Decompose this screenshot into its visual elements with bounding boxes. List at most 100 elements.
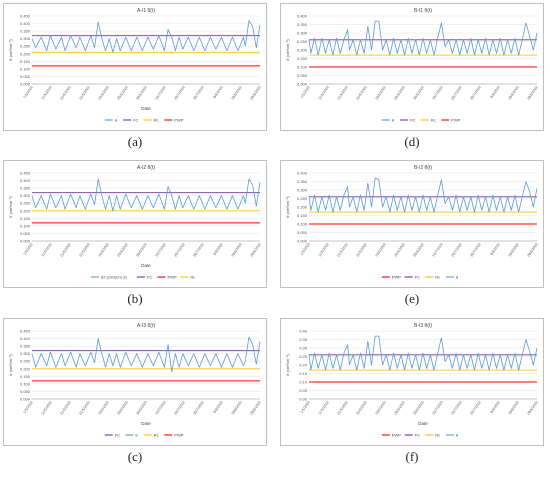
x-tick-label: 20/7/2022 [450, 242, 462, 257]
legend-entry: Rc [435, 274, 440, 279]
x-tick-label: 1/5/2022 [300, 242, 311, 256]
legend-entry: Rc [190, 274, 195, 279]
x-axis-label: Date [141, 263, 151, 268]
x-tick-label: 10/7/2022 [154, 400, 166, 415]
y-tick-label: 0.350 [297, 22, 308, 27]
x-tick-label: 10/6/2022 [374, 85, 386, 100]
y-tick-label: 0.30 [299, 346, 308, 351]
x-tick-label: 20/6/2022 [393, 242, 405, 257]
x-tick-label: 10/6/2022 [97, 85, 109, 100]
legend-entry: FC [147, 274, 152, 279]
y-tick-label: 0.100 [297, 65, 308, 70]
legend-entry: θ [456, 432, 459, 437]
y-tick-label: 0.200 [20, 366, 31, 371]
x-tick-label: 31/5/2022 [355, 85, 367, 100]
x-tick-label: 1/5/2022 [300, 85, 311, 99]
chart-panel-c: A-I3 θ(t) 0.000 0.050 0.100 0.150 0.200 0.250 0… [3, 318, 267, 446]
theta-series-line [308, 177, 538, 213]
x-tick-label: 31/5/2022 [355, 242, 367, 257]
y-tick-label: 0.150 [297, 56, 308, 61]
theta-series-line [31, 336, 261, 373]
chart-panel-e: B-I2 θ(t) 0.000 0.050 0.100 0.150 0.200 0.250 0… [280, 160, 544, 288]
x-tick-label: 10/7/2022 [431, 85, 443, 100]
x-tick-label: 11/5/2022 [318, 242, 330, 257]
x-tick-label: 30/7/2022 [469, 85, 481, 100]
x-tick-label: 19/8/2022 [230, 85, 242, 100]
x-tick-label: 30/7/2022 [469, 400, 481, 415]
legend-entry: θ [456, 274, 459, 279]
x-tick-label: 20/6/2022 [116, 400, 128, 415]
x-tick-label: 1/5/2022 [23, 85, 34, 99]
y-tick-label: 0.250 [20, 359, 31, 364]
y-tick-label: 0.25 [299, 354, 308, 359]
y-tick-label: 0.250 [297, 196, 308, 201]
y-tick-label: 0.400 [20, 178, 31, 183]
x-axis-label: Date [418, 421, 428, 426]
panel-label-c: (c) [127, 449, 143, 464]
x-tick-label: 21/5/2022 [336, 400, 348, 415]
y-tick-label: 0.050 [20, 74, 31, 79]
x-tick-label: 9/8/2022 [213, 242, 224, 256]
x-tick-label: 20/6/2022 [116, 85, 128, 100]
x-tick-label: 20/6/2022 [116, 242, 128, 257]
legend-entry: FC [415, 274, 420, 279]
x-tick-label: 11/5/2022 [318, 85, 330, 100]
y-tick-label: 0.200 [20, 51, 31, 56]
legend-entry: FC [133, 117, 138, 122]
y-tick-label: 0.000 [20, 397, 31, 402]
x-tick-label: 20/6/2022 [393, 85, 405, 100]
chart-c-svg: A-I3 θ(t) 0.000 0.050 0.100 0.150 0.200 0.250 0… [8, 323, 262, 437]
legend-entry: PWP [174, 432, 183, 437]
y-tick-label: 0.250 [20, 201, 31, 206]
x-tick-label: 19/8/2022 [507, 242, 519, 257]
y-tick-label: 0.450 [20, 14, 31, 19]
x-tick-label: 9/8/2022 [213, 400, 224, 414]
chart-d-svg: B-I1 θ(t) 0.000 0.050 0.100 0.150 0.200 0.250 0… [285, 8, 539, 122]
x-tick-label: 10/6/2022 [97, 400, 109, 415]
y-tick-label: 0.10 [299, 380, 308, 385]
legend-entry: θ [135, 432, 138, 437]
y-axis-label: θ (cm³cm⁻³) [285, 196, 290, 218]
x-tick-label: 9/8/2022 [490, 242, 501, 256]
chart-title: A-I2 θ(t) [137, 165, 155, 171]
x-tick-label: 19/8/2022 [507, 85, 519, 100]
x-tick-label: 29/8/2022 [526, 85, 538, 100]
x-tick-label: 31/5/2022 [78, 242, 90, 257]
x-tick-label: 11/5/2022 [41, 242, 53, 257]
y-axis-label: θ (cm³cm⁻³) [8, 354, 13, 376]
x-tick-label: 30/6/2022 [135, 400, 147, 415]
x-tick-label: 30/7/2022 [192, 242, 204, 257]
y-tick-label: 0.000 [297, 239, 308, 244]
y-tick-label: 0.35 [299, 337, 308, 342]
y-tick-label: 0.000 [297, 82, 308, 87]
y-tick-label: 0.100 [20, 381, 31, 386]
x-tick-label: 30/6/2022 [412, 400, 424, 415]
y-tick-label: 0.050 [20, 231, 31, 236]
x-tick-label: 21/5/2022 [336, 242, 348, 257]
panel-label-a: (a) [127, 134, 143, 149]
chart-panel-b: A-I2 θ(t) 0.000 0.050 0.100 0.150 0.200 0.250 0… [3, 160, 267, 288]
x-tick-label: 9/8/2022 [490, 85, 501, 99]
x-tick-label: 30/7/2022 [192, 400, 204, 415]
x-tick-label: 20/7/2022 [450, 400, 462, 415]
y-tick-label: 0.050 [297, 230, 308, 235]
chart-title: B-I1 θ(t) [414, 8, 432, 14]
y-tick-label: 0.150 [297, 213, 308, 218]
x-tick-label: 10/6/2022 [374, 400, 386, 415]
y-tick-label: 0.300 [297, 188, 308, 193]
legend-entry: θ [115, 117, 118, 122]
panel-label-f: (f) [405, 449, 419, 464]
chart-panel-d: B-I1 θ(t) 0.000 0.050 0.100 0.150 0.200 0.250 0… [280, 3, 544, 131]
x-tick-label: 19/8/2022 [230, 242, 242, 257]
x-tick-label: 29/8/2022 [249, 242, 261, 257]
panel-label-d: (d) [404, 134, 420, 149]
x-tick-label: 31/5/2022 [78, 400, 90, 415]
chart-panel-f: B-I3 θ(t) 0.00 0.05 0.10 0.15 0.20 0.25 0.30 0.3… [280, 318, 544, 446]
x-tick-label: 11/5/2022 [41, 400, 53, 415]
y-tick-label: 0.350 [20, 344, 31, 349]
legend-entry: FC [115, 432, 120, 437]
y-tick-label: 0.400 [20, 336, 31, 341]
chart-b-svg: A-I2 θ(t) 0.000 0.050 0.100 0.150 0.200 0.250 0… [8, 165, 262, 279]
x-tick-label: 1/5/2022 [300, 400, 311, 414]
theta-series-line [31, 178, 261, 212]
